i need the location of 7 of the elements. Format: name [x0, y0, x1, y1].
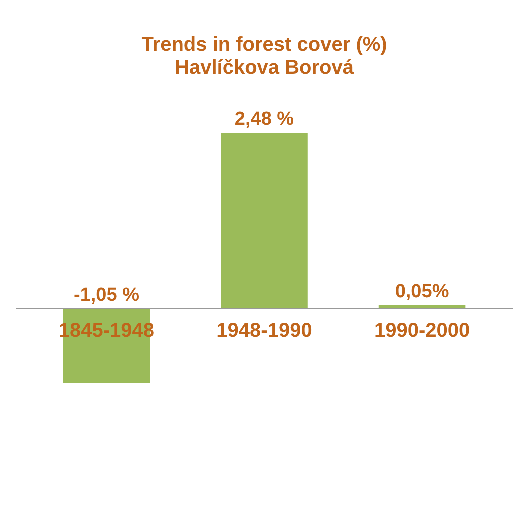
data-label: 0,05%: [395, 281, 450, 302]
x-tick-label: 1948-1990: [216, 320, 312, 342]
data-label: -1,05 %: [74, 284, 140, 306]
chart-subtitle: Havlíčkova Borová: [175, 57, 355, 79]
data-label: 2,48 %: [234, 109, 294, 130]
chart-title: Trends in forest cover (%): [142, 34, 388, 56]
x-tick-label: 1990-2000: [374, 320, 470, 342]
